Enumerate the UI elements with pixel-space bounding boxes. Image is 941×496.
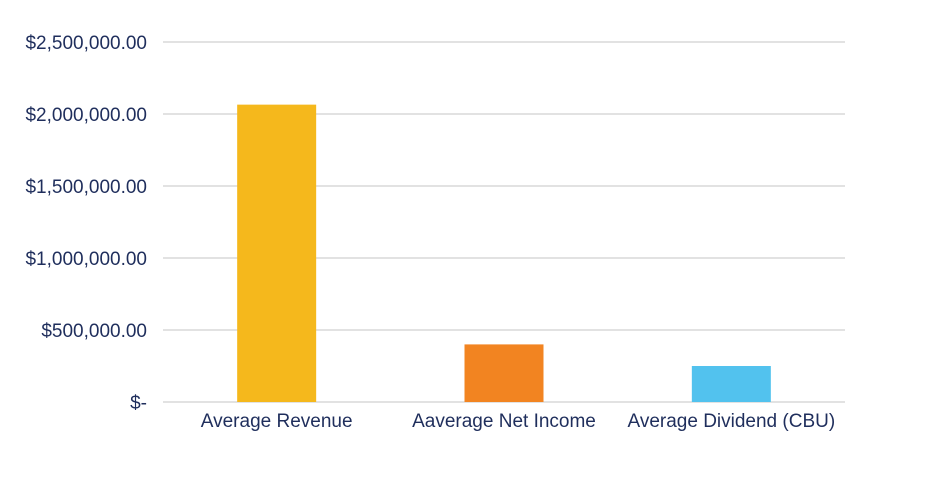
y-tick-label: $500,000.00 (41, 321, 147, 342)
y-tick-label: $1,000,000.00 (25, 249, 147, 270)
bars (237, 104, 771, 402)
y-axis-tick-labels: $- $500,000.00 $1,000,000.00 $1,500,000.00 $… (25, 33, 147, 414)
y-tick-label: $1,500,000.00 (25, 177, 147, 198)
y-tick-label: $2,000,000.00 (25, 105, 147, 126)
x-tick-label: Average Revenue (201, 411, 353, 432)
x-tick-label: Aaverage Net Income (412, 411, 596, 432)
bar-3 (691, 366, 771, 402)
y-tick-label: $- (130, 393, 147, 414)
y-tick-label: $2,500,000.00 (25, 33, 147, 54)
x-axis-tick-labels: Average Revenue Aaverage Net Income Averag… (201, 411, 835, 432)
x-tick-label: Average Dividend (CBU) (627, 411, 835, 432)
bar-2 (464, 344, 544, 402)
bar-1 (237, 104, 317, 402)
